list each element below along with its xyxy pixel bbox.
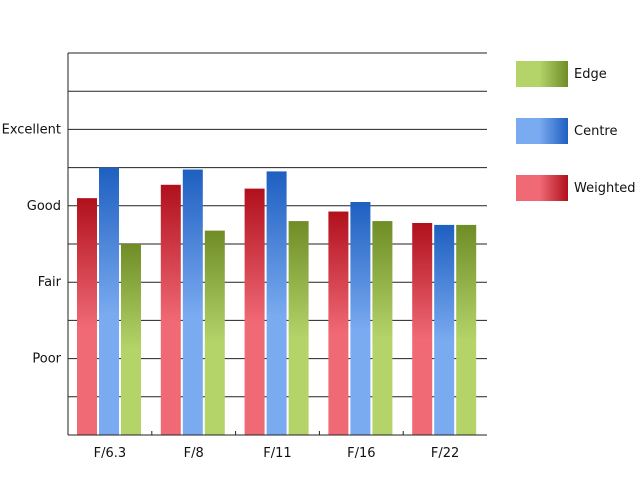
y-tick-label: Fair <box>38 275 62 290</box>
bar-edge-3 <box>372 221 393 435</box>
bar-edge-0 <box>121 244 141 435</box>
bar-weighted-3 <box>328 211 349 435</box>
legend-label: Edge <box>574 66 607 82</box>
bar-weighted-1 <box>160 184 181 435</box>
bar-weighted-2 <box>244 188 265 435</box>
bar-weighted-4 <box>412 222 433 435</box>
bar-centre-4 <box>434 224 455 435</box>
y-tick-label: Good <box>27 199 61 214</box>
y-tick-labels: Poor Fair Good Excellent <box>2 122 62 366</box>
x-tick-label: F/22 <box>431 446 459 461</box>
legend-swatch <box>516 175 568 201</box>
bar-centre-2 <box>266 171 287 436</box>
x-tick-label: F/8 <box>184 446 204 461</box>
legend-label: Weighted <box>574 180 636 196</box>
bar-centre-3 <box>350 201 371 435</box>
axes <box>67 53 487 436</box>
x-tick-label: F/6.3 <box>94 446 127 461</box>
x-tick-labels: F/6.3 F/8 F/11 F/16 F/22 <box>94 446 460 461</box>
legend: Edge Centre Weighted <box>516 60 636 231</box>
bar-weighted-0 <box>77 198 97 435</box>
bar-edge-2 <box>288 221 309 435</box>
legend-item-weighted: Weighted <box>516 174 636 202</box>
legend-item-edge: Edge <box>516 60 636 88</box>
x-tick-label: F/16 <box>347 446 375 461</box>
bar-edge-1 <box>204 230 225 435</box>
bar-centre-1 <box>182 169 203 435</box>
legend-item-centre: Centre <box>516 117 636 145</box>
legend-swatch <box>516 118 568 144</box>
bar-edge-4 <box>456 224 477 435</box>
y-tick-label: Poor <box>32 352 61 367</box>
bars <box>77 167 477 436</box>
x-tick-label: F/11 <box>263 446 291 461</box>
legend-swatch <box>516 61 568 87</box>
y-tick-label: Excellent <box>2 122 61 137</box>
bar-centre-0 <box>99 167 119 435</box>
legend-label: Centre <box>574 123 618 139</box>
